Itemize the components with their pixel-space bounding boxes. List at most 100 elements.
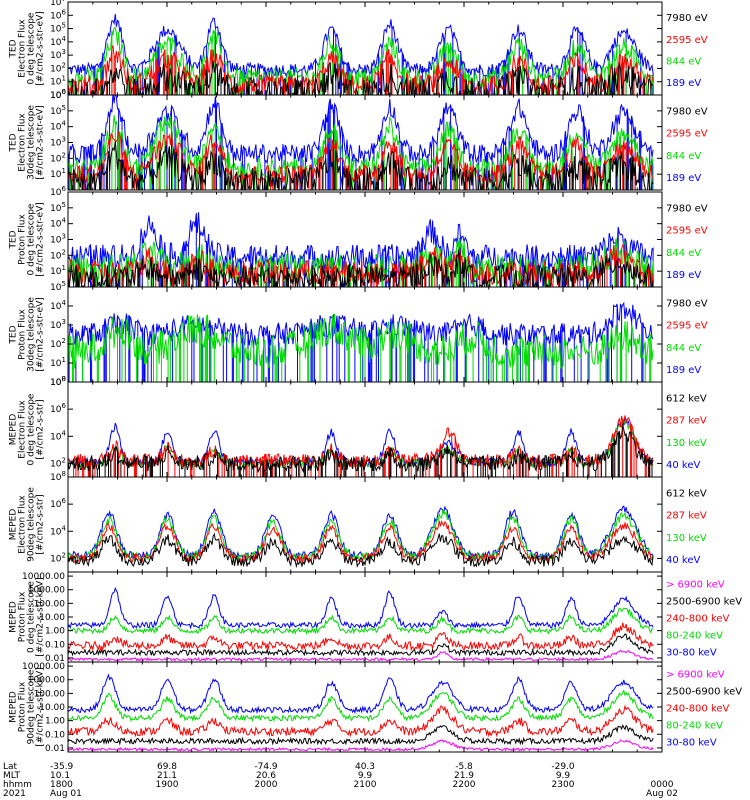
series-group xyxy=(68,586,654,662)
y-tick-label: 107 xyxy=(50,0,66,8)
x-tick-label: Aug 01 xyxy=(50,789,82,799)
y-tick-label: 105 xyxy=(50,280,66,293)
y-tick-label: 10.00 xyxy=(39,613,65,623)
legend-entry: 7980 eV xyxy=(666,299,708,310)
legend-entry: 240-800 keV xyxy=(666,614,730,625)
legend-entry: 2595 eV xyxy=(666,35,708,46)
x-tick-label: 2100 xyxy=(354,780,377,790)
series-line-1 xyxy=(68,532,654,569)
y-tick-label: 106 xyxy=(50,88,66,101)
y-tick-label: 106 xyxy=(50,185,66,198)
y-tick-label: 10.00 xyxy=(39,703,65,713)
y-tick-label: 1.00 xyxy=(45,627,65,637)
series-group xyxy=(68,301,654,382)
y-tick-label: 102 xyxy=(50,151,66,164)
y-tick-label: 104 xyxy=(50,120,66,133)
legend-entry: > 6900 keV xyxy=(666,670,725,681)
y-axis-label: MEPEDProton Flux90deg telescope[#/cm2-s-… xyxy=(9,667,46,746)
x-tick-label: -74.9 xyxy=(254,762,278,772)
legend-entry: 189 eV xyxy=(666,78,701,89)
y-tick-label: 103 xyxy=(50,233,66,246)
x-row-label: MLT xyxy=(3,771,21,781)
y-tick-label: 106 xyxy=(50,497,66,510)
x-tick-label: 1900 xyxy=(156,780,179,790)
y-tick-label: 106 xyxy=(50,402,66,415)
series-line-1 xyxy=(68,250,654,287)
y-tick-label: 100 xyxy=(50,375,66,388)
y-tick-label: 104 xyxy=(50,35,66,48)
y-tick-label: 0.10 xyxy=(45,640,65,650)
panel-5: 102 104 106 108 MEPEDElectron Flux0 deg tele… xyxy=(9,375,707,478)
series-group xyxy=(68,13,654,95)
legend-entry: > 6900 keV xyxy=(666,580,725,591)
panel-6: 102 104 106 108 MEPEDElectron Flux90deg tele… xyxy=(9,470,707,573)
y-tick-label: 101 xyxy=(50,264,66,277)
panel-7: 10000.00 1000.00 100.00 10.00 1.00 0.10 0.01ME… xyxy=(9,571,742,664)
y-tick-label: 102 xyxy=(50,337,66,350)
y-axis-label: MEPEDElectron Flux90deg telescope[#/cm2-… xyxy=(9,487,46,562)
series-line-1 xyxy=(68,739,654,752)
series-line-5 xyxy=(68,673,654,715)
y-tick-label: 106 xyxy=(50,8,66,21)
y-axis-label: TEDElectron Flux30deg telescope[#/cm2-s-… xyxy=(9,105,46,180)
y-tick-label: 108 xyxy=(50,470,66,483)
x-row-label: 2021 xyxy=(3,789,26,799)
series-group xyxy=(68,505,654,569)
y-tick-label: 103 xyxy=(50,318,66,331)
series-line-2 xyxy=(68,520,654,565)
y-tick-label: 100.00 xyxy=(34,599,66,609)
x-tick-label: 2300 xyxy=(552,780,575,790)
y-tick-label: 101 xyxy=(50,75,66,88)
y-axis-label: TEDElectron Flux0 deg telescope[#/cm2-s-… xyxy=(9,11,46,86)
x-tick-label: 9.9 xyxy=(556,771,571,781)
x-tick-label: 1800 xyxy=(50,780,73,790)
y-tick-label: 1000.00 xyxy=(28,586,65,596)
x-tick-label: -5.8 xyxy=(455,762,473,772)
series-line-3 xyxy=(68,313,654,382)
y-tick-label: 100.00 xyxy=(34,689,66,699)
legend-entry: 130 keV xyxy=(666,438,707,449)
x-tick-label: 69.8 xyxy=(157,762,177,772)
series-group xyxy=(68,415,654,477)
y-tick-label: 0.01 xyxy=(45,744,65,754)
x-tick-label: 9.9 xyxy=(358,771,373,781)
series-group xyxy=(68,212,654,287)
legend-entry: 189 eV xyxy=(666,365,701,376)
y-tick-label: 105 xyxy=(50,104,66,117)
x-tick-label: 21.1 xyxy=(157,771,177,781)
y-tick-label: 108 xyxy=(50,375,66,388)
x-tick-label: 0000 xyxy=(651,780,674,790)
legend-entry: 30-80 keV xyxy=(666,648,717,659)
legend-entry: 844 eV xyxy=(666,56,701,67)
legend-entry: 287 keV xyxy=(666,416,707,427)
y-tick-label: 0.01 xyxy=(45,654,65,664)
y-tick-label: 0.10 xyxy=(45,730,65,740)
x-tick-label: -29.0 xyxy=(551,762,575,772)
y-tick-label: 102 xyxy=(50,551,66,564)
legend-entry: 612 keV xyxy=(666,394,707,405)
series-line-1 xyxy=(68,60,654,95)
series-group xyxy=(68,95,654,190)
y-tick-label: 104 xyxy=(50,524,66,537)
legend-entry: 612 keV xyxy=(666,489,707,500)
series-line-2 xyxy=(68,633,654,658)
legend-entry: 40 keV xyxy=(666,555,700,566)
x-tick-label: Aug 02 xyxy=(646,789,678,799)
y-tick-label: 100 xyxy=(50,88,66,101)
y-tick-label: 102 xyxy=(50,248,66,261)
y-axis-label: MEPEDElectron Flux0 deg telescope[#/cm2-… xyxy=(9,393,46,465)
y-tick-label: 10000.00 xyxy=(22,662,65,672)
legend-entry: 844 eV xyxy=(666,343,701,354)
series-line-5 xyxy=(68,586,654,630)
legend-entry: 2595 eV xyxy=(666,226,708,237)
x-tick-label: 20.6 xyxy=(256,771,276,781)
y-tick-label: 104 xyxy=(50,299,66,312)
series-line-3 xyxy=(68,704,654,738)
x-tick-label: 10.1 xyxy=(50,771,70,781)
legend-entry: 7980 eV xyxy=(666,204,708,215)
legend-entry: 189 eV xyxy=(666,270,701,281)
legend-entry: 130 keV xyxy=(666,533,707,544)
series-line-2 xyxy=(68,724,654,746)
series-line-3 xyxy=(68,622,654,652)
